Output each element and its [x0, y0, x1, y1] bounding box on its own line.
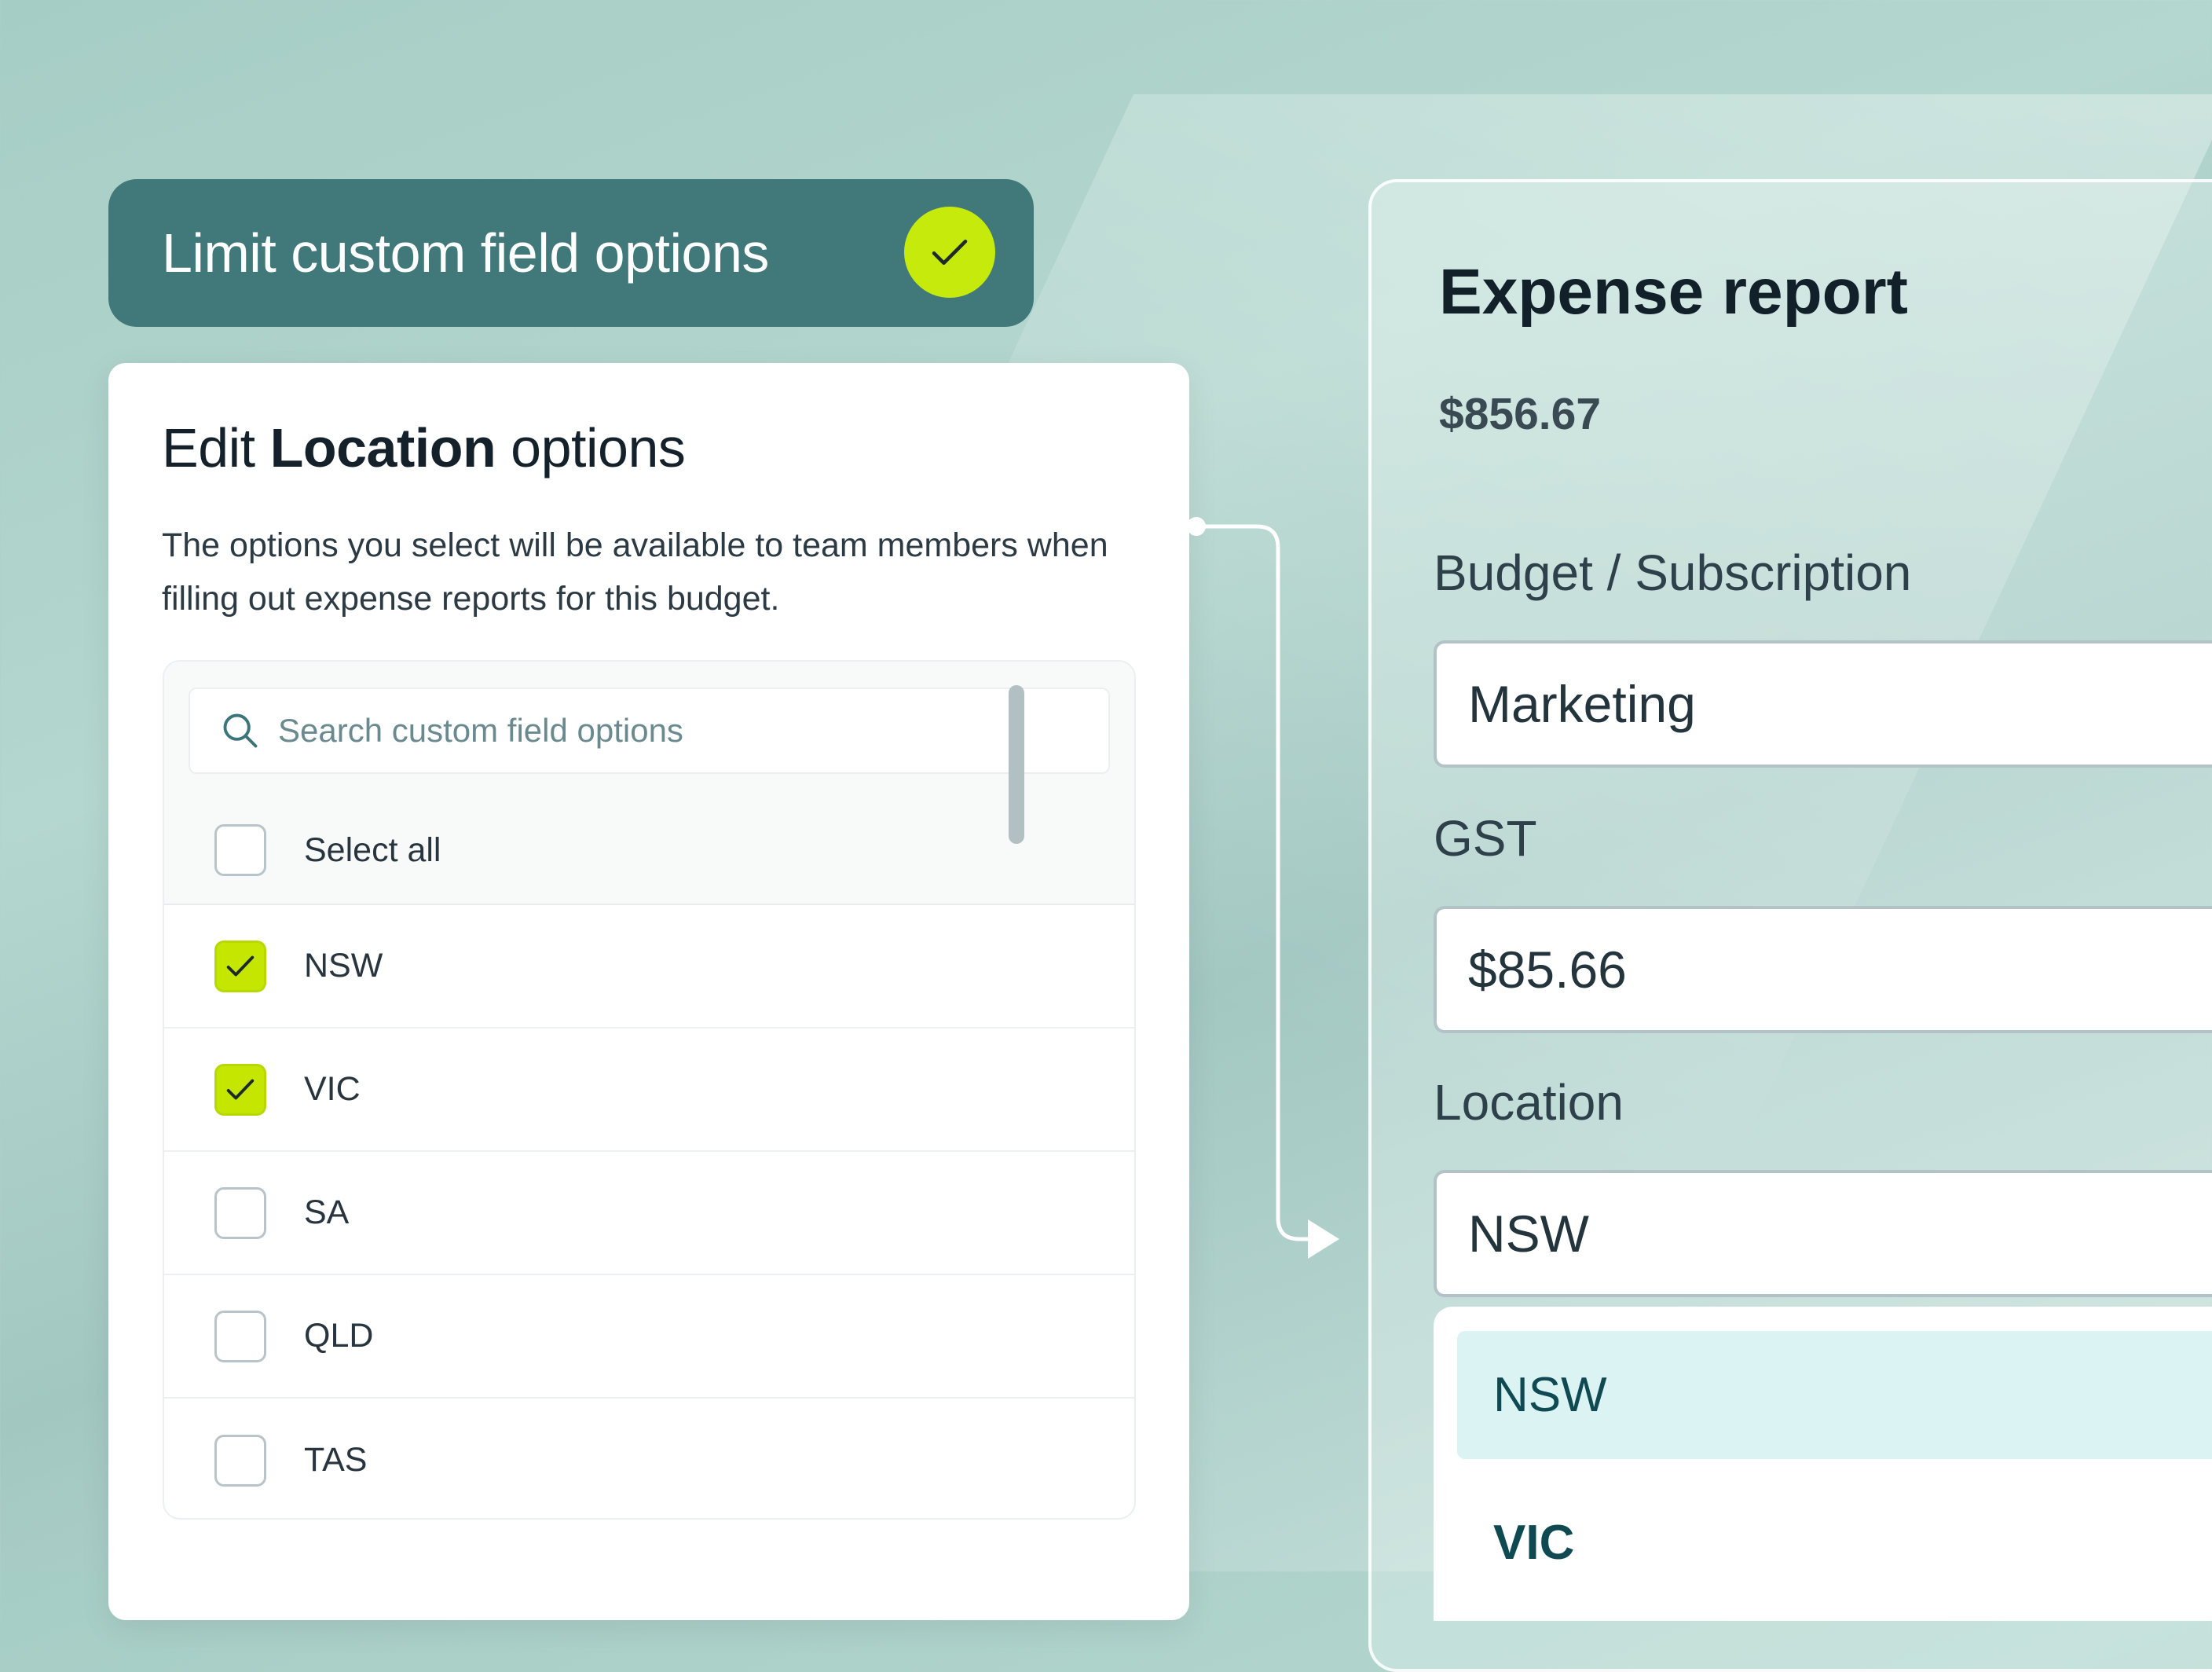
- check-icon: [226, 1079, 255, 1099]
- card-title: Edit Location options: [162, 417, 686, 478]
- option-checkbox[interactable]: [214, 1434, 266, 1487]
- budget-input[interactable]: Marketing: [1434, 640, 2212, 768]
- gst-input[interactable]: $85.66: [1434, 906, 2212, 1033]
- expense-amount: $856.67: [1439, 389, 1602, 439]
- select-all-row[interactable]: Select all: [164, 795, 441, 905]
- option-row-vic[interactable]: VIC: [164, 1028, 1134, 1152]
- banner-title: Limit custom field options: [162, 222, 769, 284]
- search-icon: [223, 713, 258, 748]
- location-label: Location: [1434, 1074, 1624, 1131]
- select-all-label: Select all: [304, 830, 441, 869]
- list-scrollbar[interactable]: [1009, 685, 1024, 844]
- option-label: QLD: [304, 1317, 374, 1355]
- option-checkbox[interactable]: [214, 1186, 266, 1239]
- option-checkbox[interactable]: [214, 1310, 266, 1362]
- check-icon[interactable]: [904, 207, 995, 298]
- gst-label: GST: [1434, 810, 1537, 867]
- location-dropdown: NSW VIC: [1434, 1307, 2212, 1621]
- option-label: SA: [304, 1194, 350, 1231]
- option-checkbox[interactable]: [214, 940, 266, 992]
- search-placeholder: Search custom field options: [278, 712, 683, 749]
- option-label: TAS: [304, 1441, 368, 1479]
- search-input[interactable]: Search custom field options: [189, 688, 1110, 774]
- option-row-qld[interactable]: QLD: [164, 1275, 1134, 1399]
- dropdown-option-nsw[interactable]: NSW: [1457, 1331, 2212, 1459]
- limit-options-banner: Limit custom field options: [108, 179, 1034, 327]
- budget-label: Budget / Subscription: [1434, 544, 1912, 601]
- options-list: Search custom field options Select all N…: [163, 660, 1136, 1520]
- location-select[interactable]: NSW: [1434, 1170, 2212, 1297]
- option-row-tas[interactable]: TAS: [164, 1399, 1134, 1518]
- edit-location-card: Edit Location options The options you se…: [108, 363, 1189, 1620]
- select-all-checkbox[interactable]: [214, 824, 266, 876]
- option-checkbox[interactable]: [214, 1063, 266, 1116]
- option-label: NSW: [304, 947, 383, 984]
- expense-title: Expense report: [1439, 256, 1908, 328]
- option-row-sa[interactable]: SA: [164, 1152, 1134, 1275]
- option-label: VIC: [304, 1070, 361, 1108]
- card-description: The options you select will be available…: [162, 526, 1108, 618]
- dropdown-option-vic[interactable]: VIC: [1493, 1516, 1575, 1570]
- option-row-nsw[interactable]: NSW: [164, 905, 1134, 1028]
- check-icon: [226, 955, 255, 976]
